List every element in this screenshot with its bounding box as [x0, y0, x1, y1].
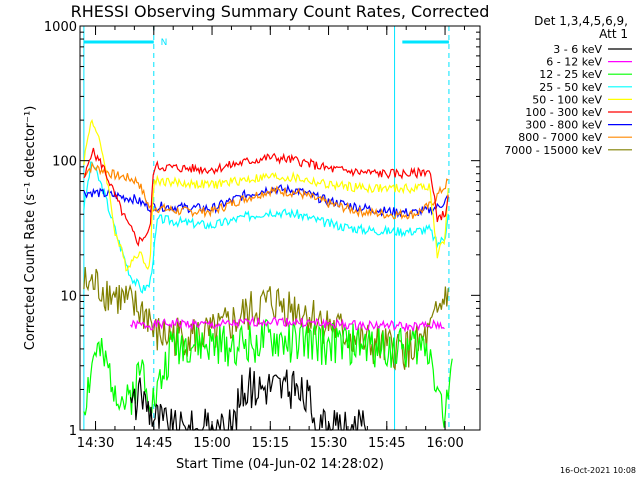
- legend-label-1: 6 - 12 keV: [546, 56, 602, 69]
- y-tick-label-3: 1000: [44, 20, 77, 35]
- series-line-5: [83, 147, 449, 247]
- legend-label-3: 25 - 50 keV: [539, 81, 602, 94]
- y-tick-label-1: 10: [60, 289, 77, 304]
- series-line-1: [130, 315, 445, 333]
- legend-label-0: 3 - 6 keV: [553, 43, 602, 56]
- legend-label-5: 100 - 300 keV: [525, 106, 602, 119]
- x-axis: 14:30 14:45 15:00 15:15 15:30 15:45 16:00: [77, 26, 465, 451]
- series-line-7: [83, 161, 449, 220]
- series-line-3: [83, 161, 449, 294]
- observing-markers: N: [83, 26, 450, 430]
- x-tick-label-3: 15:15: [252, 436, 289, 451]
- x-tick-label-6: 16:00: [426, 436, 463, 451]
- y-tick-label-2: 100: [52, 155, 77, 170]
- legend-header-line-1: Det 1,3,4,5,6,9,: [534, 14, 628, 28]
- series-line-8: [83, 266, 449, 371]
- plot-frame: [79, 25, 481, 431]
- series-line-4: [83, 118, 449, 272]
- legend-label-4: 50 - 100 keV: [532, 93, 602, 106]
- x-tick-label-2: 15:00: [193, 436, 230, 451]
- y-axis-label: Corrected Count Rate (s⁻¹ detector⁻¹): [23, 106, 38, 351]
- series-line-2: [83, 318, 453, 428]
- legend-label-2: 12 - 25 keV: [539, 68, 602, 81]
- y-axis: 1 10 100 1000: [44, 20, 480, 439]
- legend-label-7: 800 - 7000 keV: [518, 131, 602, 144]
- legend-label-8: 7000 - 15000 keV: [504, 144, 602, 157]
- saa-label: N: [161, 38, 168, 48]
- footer-date: 16-Oct-2021 10:08: [560, 466, 636, 475]
- y-tick-label-0: 1: [69, 424, 77, 439]
- x-tick-label-0: 14:30: [77, 436, 114, 451]
- legend-header-line-2: Att 1: [599, 27, 628, 41]
- chart-title: RHESSI Observing Summary Count Rates, Co…: [71, 2, 490, 21]
- x-tick-label-5: 15:45: [368, 436, 405, 451]
- x-tick-label-4: 15:30: [310, 436, 347, 451]
- series-lines: [83, 118, 453, 431]
- series-line-6: [83, 183, 449, 219]
- x-tick-label-1: 14:45: [135, 436, 172, 451]
- legend-label-6: 300 - 800 keV: [525, 119, 602, 132]
- x-axis-label: Start Time (04-Jun-02 14:28:02): [176, 457, 384, 472]
